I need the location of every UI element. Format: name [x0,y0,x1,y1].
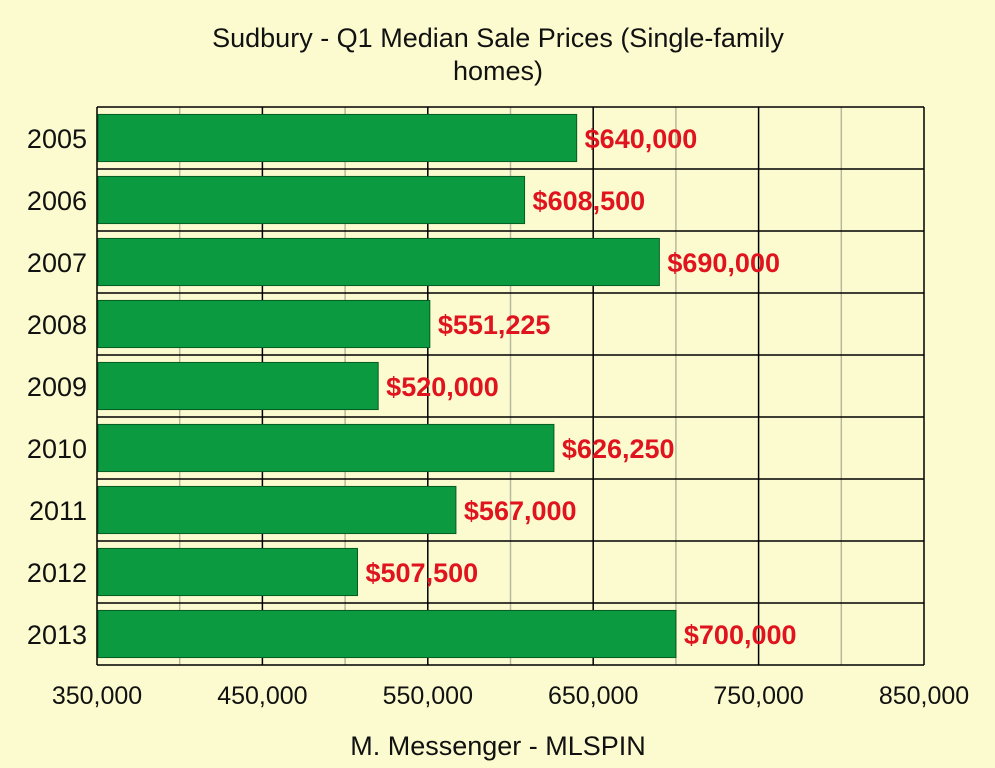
data-label: $608,500 [533,186,646,216]
data-label: $626,250 [562,434,675,464]
data-label: $567,000 [464,496,577,526]
x-tick-label: 750,000 [713,682,803,710]
bar [97,113,578,163]
chart-title: Sudbury - Q1 Median Sale Prices (Single-… [212,23,784,86]
y-tick-label: 2012 [27,558,87,588]
data-label: $690,000 [667,248,780,278]
x-tick-label: 450,000 [217,682,307,710]
y-tick-label: 2009 [27,372,87,402]
x-tick-label: 650,000 [548,682,638,710]
bar [97,609,677,659]
bar [97,423,555,473]
bar [97,237,660,287]
y-tick-label: 2005 [27,124,87,154]
x-tick-label: 850,000 [879,682,969,710]
y-tick-label: 2008 [27,310,87,340]
chart-title-line-2: homes) [453,56,543,86]
bar [97,485,457,535]
bar [97,175,526,225]
x-tick-label: 350,000 [52,682,142,710]
x-axis-label: M. Messenger - MLSPIN [350,731,646,761]
bar [97,547,359,597]
bar [97,299,431,349]
data-label: $640,000 [585,124,698,154]
data-labels: $640,000 $608,500 $690,000 $551,225 $520,000… [366,124,797,650]
data-label: $700,000 [684,620,797,650]
grid [96,106,925,666]
y-tick-label: 2010 [27,434,87,464]
bar [97,361,379,411]
data-label: $520,000 [386,372,499,402]
y-tick-label: 2011 [29,496,87,526]
y-tick-label: 2006 [27,186,87,216]
x-tick-label: 550,000 [383,682,473,710]
y-tick-label: 2013 [27,620,87,650]
x-axis-ticks: 350,000 450,000 550,000 650,000 750,000 850,0… [52,682,969,710]
y-axis-ticks: 2005 2006 2007 2008 2009 2010 2011 2012 2013 [27,124,87,650]
data-label: $551,225 [438,310,551,340]
chart-title-line-1: Sudbury - Q1 Median Sale Prices (Single-… [212,23,784,53]
bars [97,113,677,659]
y-tick-label: 2007 [27,248,87,278]
data-label: $507,500 [366,558,479,588]
